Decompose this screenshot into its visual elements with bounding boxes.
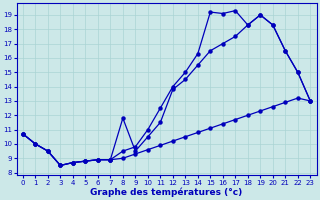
X-axis label: Graphe des températures (°c): Graphe des températures (°c) [91,187,243,197]
